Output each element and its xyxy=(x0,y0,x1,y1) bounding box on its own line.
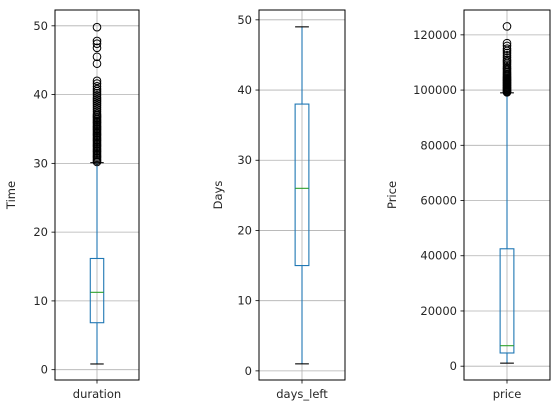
price-plot-frame xyxy=(463,9,551,381)
duration-outlier-point xyxy=(92,90,102,100)
price-outlier-point xyxy=(502,53,512,62)
price-y-axis-label: Price xyxy=(385,181,399,209)
duration-ytick-label: 30 xyxy=(33,156,48,170)
price-ytick-label: 120000 xyxy=(413,28,457,42)
duration-box xyxy=(89,257,105,324)
price-outlier-point xyxy=(502,22,512,31)
duration-outlier-point xyxy=(92,97,102,106)
price-outlier-point xyxy=(502,38,512,48)
duration-outlier-point xyxy=(92,79,102,88)
duration-outlier-point xyxy=(92,43,102,53)
price-outlier-point xyxy=(502,41,512,51)
duration-outlier-point xyxy=(92,107,102,117)
duration-ytick-label: 50 xyxy=(33,19,48,33)
duration-y-axis-label: Time xyxy=(4,181,18,210)
duration-outlier-point xyxy=(92,36,102,46)
price-ytick-label: 60000 xyxy=(420,194,457,208)
duration-xtick-label: duration xyxy=(73,387,121,401)
duration-outlier-point xyxy=(92,99,102,108)
price-outlier-point xyxy=(502,55,512,65)
price-ytick-label: 20000 xyxy=(420,304,457,318)
days-left-ytick-label: 20 xyxy=(237,223,252,237)
duration-outlier-point xyxy=(92,52,102,62)
days-left-ytick-label: 30 xyxy=(237,153,252,167)
duration-outlier-point xyxy=(92,82,102,91)
days-left-ytick-label: 0 xyxy=(245,364,252,378)
duration-outlier-point xyxy=(92,39,102,48)
days-left-y-axis-label: Days xyxy=(211,181,225,210)
price-ytick-label: 100000 xyxy=(413,83,457,97)
price-outlier-point xyxy=(502,50,512,60)
duration-outlier-point xyxy=(92,95,102,104)
days-left-ytick-label: 40 xyxy=(237,83,252,97)
duration-plot-frame xyxy=(54,9,140,381)
duration-outlier-point xyxy=(92,93,102,102)
price-ytick-label: 0 xyxy=(450,359,457,373)
price-xtick-label: price xyxy=(493,387,522,401)
price-ytick-label: 80000 xyxy=(420,138,457,152)
duration-ytick-label: 40 xyxy=(33,88,48,102)
duration-outlier-point xyxy=(92,105,102,115)
price-outlier-point xyxy=(502,44,512,53)
duration-outlier-point xyxy=(92,88,102,98)
duration-outlier-point xyxy=(92,59,102,68)
duration-outlier-point xyxy=(92,76,102,86)
duration-ytick-label: 10 xyxy=(33,294,48,308)
days-left-plot-frame xyxy=(258,9,346,381)
duration-outlier-point xyxy=(92,109,102,119)
duration-outlier-point xyxy=(92,103,102,112)
duration-outlier-point xyxy=(92,101,102,110)
price-ytick-label: 40000 xyxy=(420,249,457,263)
days-left-ytick-label: 50 xyxy=(237,13,252,27)
duration-ytick-label: 0 xyxy=(41,363,48,377)
duration-ytick-label: 20 xyxy=(33,225,48,239)
days-left-box xyxy=(294,103,310,267)
duration-outlier-point xyxy=(92,84,102,94)
days-left-xtick-label: days_left xyxy=(276,387,328,401)
price-box xyxy=(499,248,515,354)
duration-outlier-point xyxy=(92,22,102,32)
days-left-ytick-label: 10 xyxy=(237,294,252,308)
